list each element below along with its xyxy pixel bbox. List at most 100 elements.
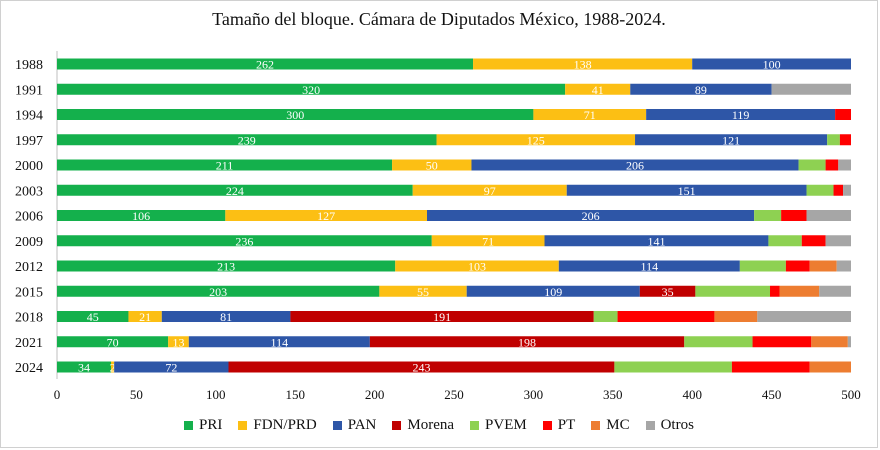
data-label: 213 xyxy=(217,260,235,274)
bar-segment xyxy=(819,285,851,297)
data-label: 55 xyxy=(417,285,429,299)
data-label: 191 xyxy=(433,310,451,324)
bar-segment xyxy=(809,260,837,272)
bar-segment xyxy=(714,311,758,322)
bar-segment xyxy=(827,134,840,146)
bar-segment xyxy=(825,235,851,247)
bar-segment xyxy=(427,210,755,221)
bar-segment xyxy=(544,235,769,247)
data-label: 114 xyxy=(271,335,289,349)
category-label: 2000 xyxy=(15,159,43,174)
bar-segment xyxy=(57,311,129,322)
bar-segment xyxy=(466,285,640,297)
legend-swatch xyxy=(542,421,552,430)
legend-label: MC xyxy=(606,417,630,433)
bar-segment xyxy=(839,134,851,146)
legend-swatch xyxy=(470,421,480,430)
bar-segment xyxy=(57,134,437,146)
data-label: 114 xyxy=(641,260,659,274)
x-tick-label: 300 xyxy=(524,387,544,402)
data-label: 127 xyxy=(317,209,335,223)
bar-segment xyxy=(395,260,559,272)
legend-item: PAN xyxy=(332,417,377,434)
x-tick-label: 0 xyxy=(54,387,61,402)
legend-swatch xyxy=(184,421,194,430)
bar-segment xyxy=(114,361,229,373)
data-label: 198 xyxy=(518,335,536,349)
data-label: 34 xyxy=(78,361,90,375)
bar-segment xyxy=(436,134,636,146)
category-label: 2021 xyxy=(15,336,43,351)
legend-swatch xyxy=(591,421,601,430)
bar-segment xyxy=(801,235,826,247)
legend-swatch xyxy=(332,421,342,430)
chart-title: Tamaño del bloque. Cámara de Diputados M… xyxy=(212,9,666,29)
category-label: 2015 xyxy=(15,285,43,300)
category-label: 2024 xyxy=(15,361,43,376)
legend-item: PVEM xyxy=(470,417,527,434)
data-label: 13 xyxy=(172,335,184,349)
legend-label: PRI xyxy=(199,417,223,433)
bar-segment xyxy=(617,311,715,322)
bar-segment xyxy=(57,58,474,70)
data-label: 72 xyxy=(165,361,177,375)
data-label: 203 xyxy=(209,285,227,299)
bar-segment xyxy=(168,336,189,348)
data-label: 138 xyxy=(574,58,592,72)
bar-segment xyxy=(695,285,771,297)
legend-label: PVEM xyxy=(485,417,527,433)
data-label: 89 xyxy=(695,83,707,97)
legend-swatch xyxy=(645,421,655,430)
bar-segment xyxy=(533,109,647,120)
category-label: 1997 xyxy=(15,134,43,149)
bar-segment xyxy=(692,58,851,70)
x-tick-label: 150 xyxy=(285,387,305,402)
data-label: 151 xyxy=(678,184,696,198)
bar-segment xyxy=(811,336,848,348)
bar-segment xyxy=(806,184,834,196)
bar-segment xyxy=(781,210,807,221)
bar-segment xyxy=(752,336,812,348)
legend-label: PT xyxy=(557,417,576,433)
bar-segment xyxy=(57,235,432,247)
bar-segment xyxy=(593,311,618,322)
bar-segment xyxy=(225,210,428,221)
bar-segment xyxy=(57,285,380,297)
bar-segment xyxy=(110,361,115,373)
data-label: 81 xyxy=(220,310,232,324)
bar-segment xyxy=(825,159,839,171)
bar-segment xyxy=(57,361,111,373)
category-label: 2018 xyxy=(15,311,43,326)
bar-segment xyxy=(369,336,685,348)
x-tick-label: 350 xyxy=(603,387,623,402)
bar-segment xyxy=(379,285,467,297)
data-label: 103 xyxy=(468,260,486,274)
bar-segment xyxy=(731,361,810,373)
bar-segment xyxy=(739,260,786,272)
bar-segment xyxy=(228,361,615,373)
data-label: 71 xyxy=(584,108,596,122)
data-label: 97 xyxy=(484,184,496,198)
data-label: 121 xyxy=(722,133,740,147)
legend-label: Morena xyxy=(407,417,455,433)
data-label: 2 xyxy=(110,361,116,375)
legend-swatch xyxy=(392,421,402,430)
bar-segment xyxy=(188,336,370,348)
bar-segment xyxy=(57,109,534,120)
data-label: 206 xyxy=(626,159,644,173)
legend-label: PAN xyxy=(347,417,377,433)
data-label: 262 xyxy=(256,58,274,72)
category-label: 2012 xyxy=(15,260,43,275)
legend-item: Otros xyxy=(645,417,694,434)
data-label: 50 xyxy=(426,159,438,173)
bar-segment xyxy=(754,210,782,221)
bar-segment xyxy=(847,336,851,348)
legend-swatch xyxy=(238,421,248,430)
data-label: 119 xyxy=(732,108,750,122)
bar-segment xyxy=(630,83,772,95)
bar-segment xyxy=(412,184,567,196)
x-tick-label: 250 xyxy=(444,387,464,402)
bar-segment xyxy=(57,83,566,95)
